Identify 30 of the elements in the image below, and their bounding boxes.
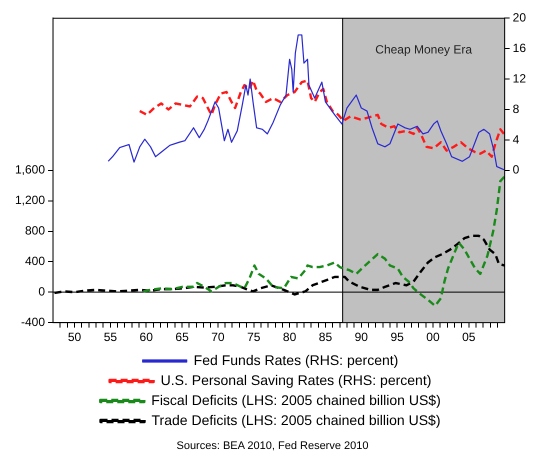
x-tick-label: 75 (247, 330, 261, 344)
x-tick-label: 60 (140, 330, 154, 344)
legend-label: Trade Deficits (LHS: 2005 chained billion US$) (152, 412, 440, 428)
x-tick-label: 70 (211, 330, 225, 344)
legend-label: U.S. Personal Saving Rates (RHS: percent) (160, 372, 432, 388)
y2-tick-label: 20 (512, 10, 526, 25)
y-tick-label: -400 (21, 314, 46, 329)
source-note: Sources: BEA 2010, Fed Reserve 2010 (175, 440, 370, 452)
x-tick-label: 95 (390, 330, 404, 344)
x-tick-label: 05 (462, 330, 476, 344)
y2-tick-label: 16 (512, 40, 526, 55)
x-tick-label: 65 (175, 330, 190, 344)
y-tick-label: 0 (38, 284, 46, 298)
x-tick-label: 50 (68, 330, 82, 344)
y2-tick-label: 4 (512, 132, 520, 146)
legend-label: Fiscal Deficits (LHS: 2005 chained billion US$) (151, 392, 441, 408)
y-tick-label: 400 (25, 254, 46, 268)
legend-label: Fed Funds Rates (RHS: percent) (194, 352, 398, 368)
x-tick-label: 80 (282, 330, 297, 344)
y-tick-label: 800 (25, 224, 46, 238)
y2-tick-label: 8 (512, 102, 520, 116)
x-tick-label: 85 (318, 330, 332, 344)
y-tick-label: 1,600 (15, 162, 46, 177)
band-label: Cheap Money Era (375, 42, 472, 57)
y2-tick-label: 0 (512, 162, 520, 177)
x-tick-label: 90 (354, 330, 368, 344)
y2-tick-label: 12 (512, 71, 526, 86)
y-tick-label: 1,200 (15, 193, 46, 208)
x-tick-label: 55 (104, 330, 118, 344)
x-tick-label: 00 (426, 330, 440, 344)
